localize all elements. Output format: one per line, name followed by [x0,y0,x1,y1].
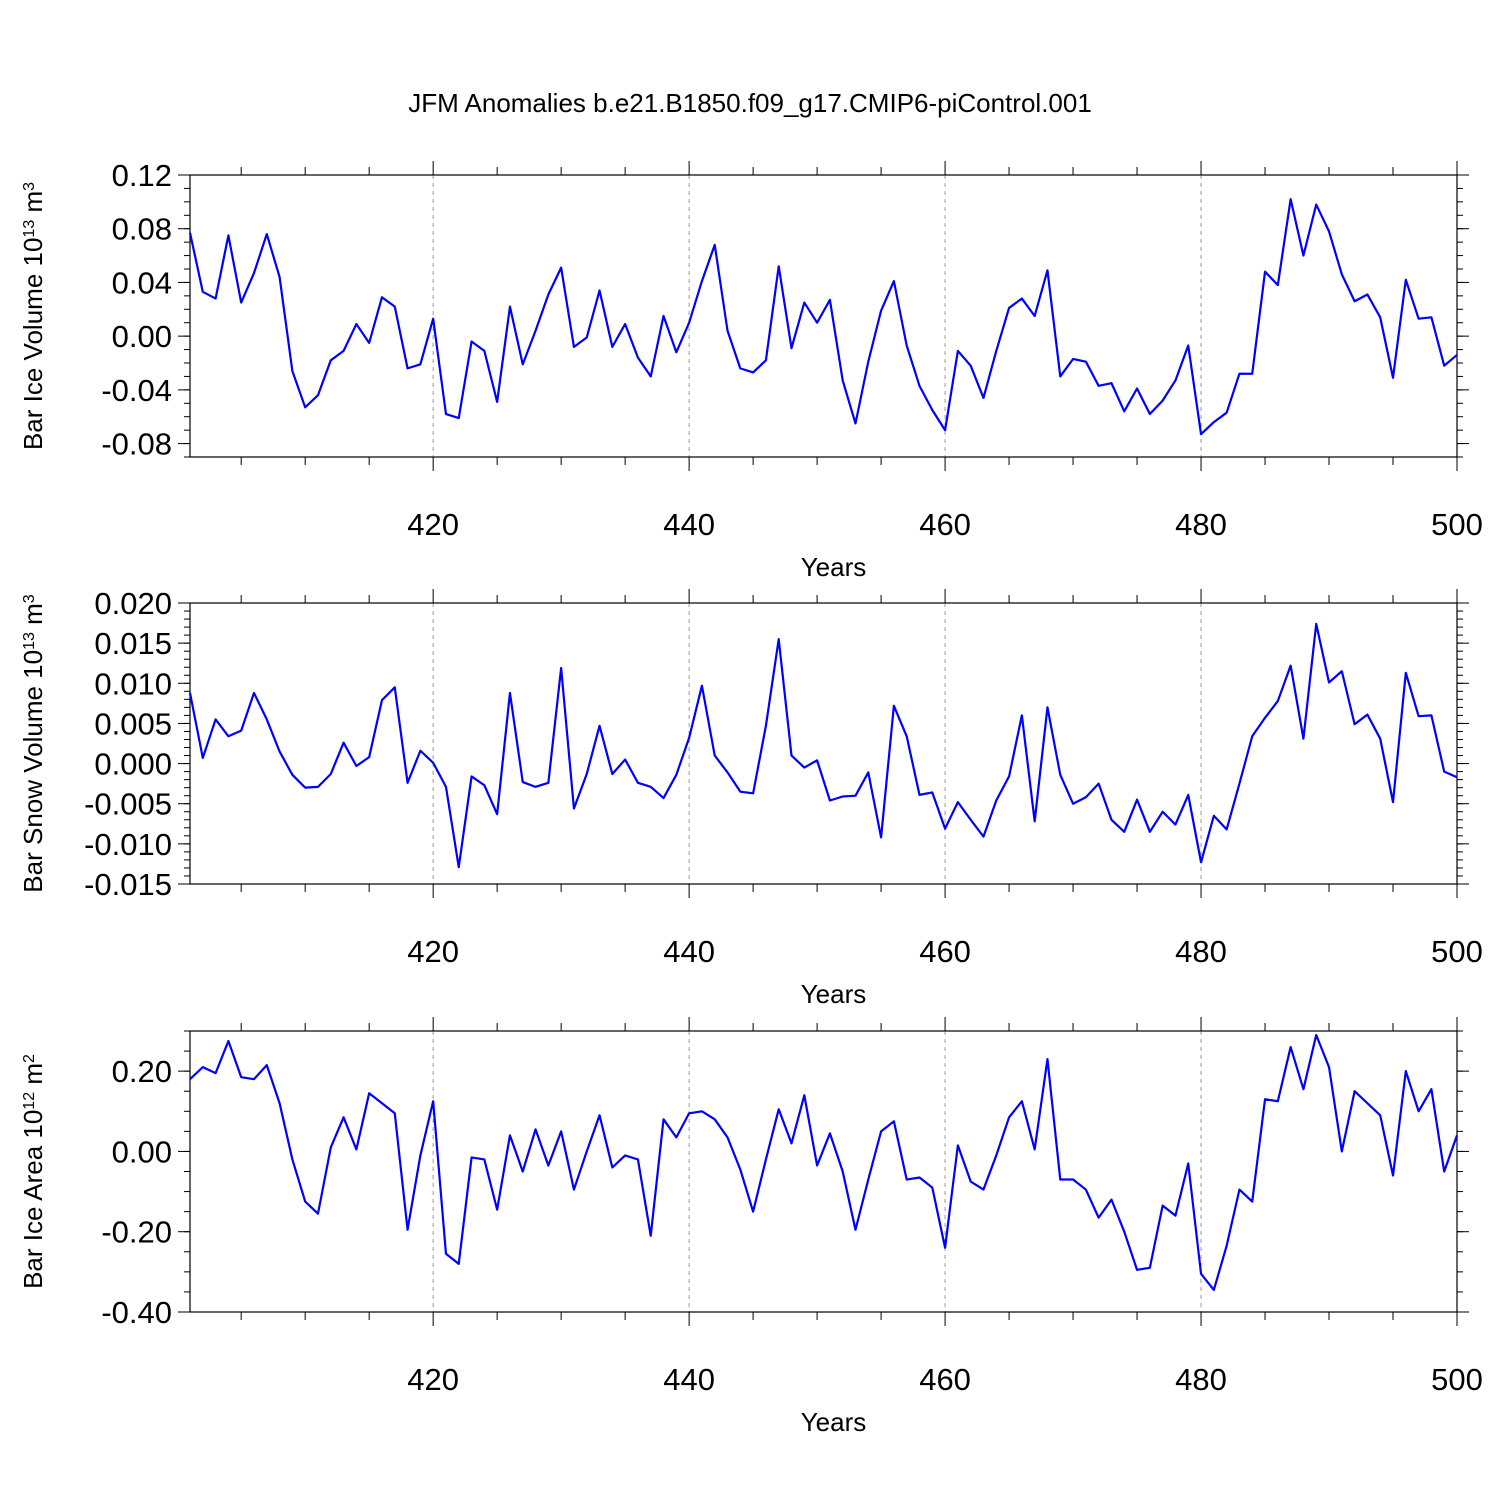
y-tick-label: 0.005 [94,706,172,741]
panel-ice-area: Bar Ice Area 1012 m2 Years -0.40 -0.20 0.0… [18,1017,1483,1437]
y-tick-label: 0.000 [94,747,172,782]
y-axis-label: Bar Ice Area 1012 m2 [18,1054,48,1289]
y-tick-label: -0.20 [101,1215,172,1250]
plot-frame [189,174,1458,458]
x-tick-label: 480 [1175,934,1227,969]
y-tick-label: -0.010 [84,827,172,862]
x-tick-label: 440 [663,1362,715,1397]
panel-ice-volume: Bar Ice Volume 1013 m3 Years -0.08 -0.04 0… [18,158,1483,582]
y-tick-label: 0.08 [112,212,172,247]
series-line [189,1033,1459,1292]
y-tick-label: 0.015 [94,626,172,661]
x-tick-label: 420 [407,1362,459,1397]
y-tick-label: 0.00 [112,319,172,354]
x-tick-label: 480 [1175,1362,1227,1397]
x-tick-label: 440 [663,934,715,969]
plot-frame [189,602,1458,885]
x-tick-label: 460 [919,1362,971,1397]
x-tick-label: 500 [1431,507,1483,542]
x-axis-label: Years [801,552,867,582]
x-tick-label: 420 [407,507,459,542]
x-tick-label: 460 [919,934,971,969]
x-tick-label: 460 [919,507,971,542]
y-tick-label: -0.08 [101,427,172,462]
y-tick-label: 0.00 [112,1134,172,1169]
y-tick-label: 0.04 [112,265,172,300]
series-line [188,622,1458,869]
y-tick-label: -0.04 [101,373,172,408]
x-tick-label: 480 [1175,507,1227,542]
series-line [188,198,1458,436]
y-tick-label: -0.015 [84,867,172,902]
panel-snow-volume: Bar Snow Volume 1013 m3 Years -0.015 -0.0… [18,586,1483,1009]
x-tick-label: 440 [663,507,715,542]
x-axis-label: Years [801,1407,867,1437]
y-axis-label: Bar Snow Volume 1013 m3 [18,594,48,893]
y-tick-label: 0.010 [94,666,172,701]
plot-frame [189,1030,1458,1313]
figure-title: JFM Anomalies b.e21.B1850.f09_g17.CMIP6-… [408,88,1092,118]
y-axis-label: Bar Ice Volume 1013 m3 [18,182,48,450]
y-tick-label: 0.12 [112,158,172,193]
x-tick-label: 500 [1431,934,1483,969]
y-tick-label: -0.40 [101,1295,172,1330]
y-tick-label: 0.020 [94,586,172,621]
y-tick-label: 0.20 [112,1054,172,1089]
x-tick-label: 500 [1431,1362,1483,1397]
x-tick-label: 420 [407,934,459,969]
y-tick-label: -0.005 [84,787,172,822]
x-axis-label: Years [801,979,867,1009]
